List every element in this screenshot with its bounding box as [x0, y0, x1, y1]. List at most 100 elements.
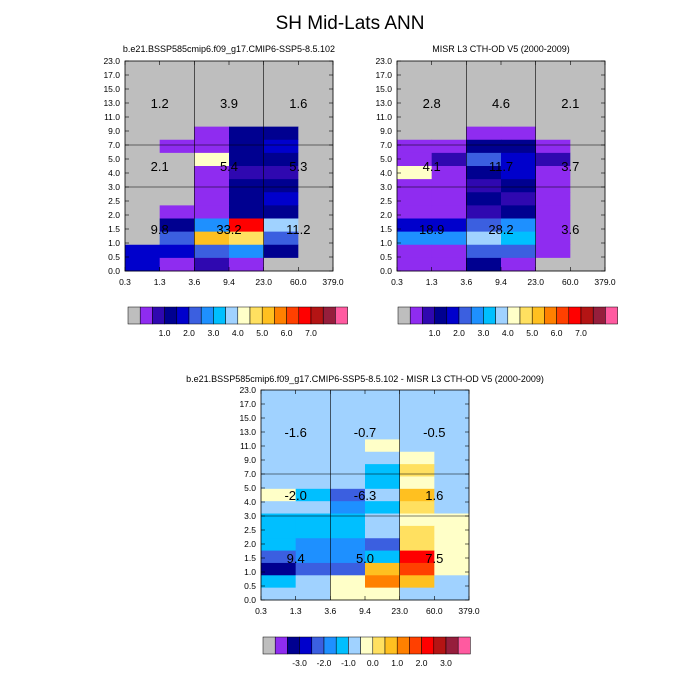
heatmap-cell	[535, 126, 571, 141]
heatmap-cell	[434, 427, 470, 440]
heatmap-cell	[263, 74, 299, 88]
heatmap-cell	[434, 439, 470, 453]
heatmap-cell	[570, 179, 606, 193]
colorbar-label: 1.0	[391, 658, 403, 668]
colorbar-box	[519, 306, 533, 325]
heatmap-cell	[535, 61, 571, 75]
heatmap-cell	[570, 113, 606, 128]
region-value-label: 4.1	[423, 159, 441, 174]
heatmap-cell	[365, 525, 401, 539]
heatmap-cell	[125, 74, 161, 88]
heatmap-cell	[125, 126, 161, 141]
y-tick-label: 15.0	[103, 84, 120, 94]
colorbar-box	[421, 636, 435, 655]
heatmap-cell	[397, 179, 433, 193]
y-tick-label: 1.0	[108, 238, 120, 248]
region-value-label: -1.6	[284, 425, 306, 440]
heatmap-cell	[261, 427, 297, 440]
y-tick-label: 11.0	[104, 112, 120, 122]
heatmap-cell	[365, 538, 401, 551]
heatmap-cell	[535, 152, 571, 167]
heatmap-cell	[295, 451, 331, 465]
heatmap-cell	[330, 513, 366, 527]
x-tick-label: 9.4	[495, 277, 507, 287]
heatmap-cell	[261, 575, 297, 589]
heatmap-cell	[159, 205, 195, 219]
heatmap-cell	[263, 166, 299, 180]
heatmap-cell	[229, 152, 265, 167]
colorbar-box	[384, 636, 398, 655]
heatmap-cell	[298, 61, 334, 75]
colorbar-label: 5.0	[256, 328, 268, 338]
x-tick-label: 3.6	[188, 277, 200, 287]
y-tick-label: 4.0	[108, 168, 120, 178]
heatmap-cell	[431, 139, 467, 154]
heatmap-cell	[263, 126, 299, 141]
heatmap-cell	[229, 192, 265, 206]
heatmap-cell	[194, 74, 230, 88]
heatmap-cell	[330, 390, 366, 403]
heatmap-cell	[466, 113, 502, 128]
colorbar-box	[433, 636, 447, 655]
heatmap-cell	[399, 501, 435, 514]
heatmap-cell	[125, 166, 161, 180]
heatmap-cell	[399, 513, 435, 527]
heatmap-cell	[365, 587, 401, 601]
y-tick-label: 2.5	[244, 525, 256, 535]
heatmap-cell	[295, 427, 331, 440]
y-tick-label: 1.5	[380, 224, 392, 234]
y-tick-label: 7.0	[108, 140, 120, 150]
heatmap-cell	[466, 87, 502, 101]
heatmap-cell	[434, 402, 470, 416]
panel-obs: MISR L3 CTH-OD V5 (2000-2009) 0.3 1.3 3.6 9…	[375, 44, 615, 287]
heatmap-cell	[501, 192, 537, 206]
heatmap-cell	[261, 587, 297, 601]
heatmap-cell	[431, 205, 467, 219]
y-tick-label: 9.0	[380, 126, 392, 136]
x-tick-label: 379.0	[322, 277, 344, 287]
y-tick-label: 13.0	[239, 427, 256, 437]
heatmap-cell	[159, 100, 195, 114]
y-tick-label: 2.0	[380, 210, 392, 220]
colorbar-box	[396, 636, 410, 655]
heatmap-cell	[194, 179, 230, 193]
panel-obs-title: MISR L3 CTH-OD V5 (2000-2009)	[432, 44, 570, 54]
heatmap-cell	[263, 152, 299, 167]
y-tick-label: 2.5	[380, 196, 392, 206]
heatmap-cell	[431, 244, 467, 259]
colorbar-box	[323, 636, 337, 655]
heatmap-cell	[263, 113, 299, 128]
y-tick-label: 23.0	[103, 56, 120, 66]
heatmap-cell	[261, 402, 297, 416]
heatmap-cell	[397, 139, 433, 154]
heatmap-cell	[295, 414, 331, 428]
heatmap-cell	[570, 205, 606, 219]
heatmap-cell	[194, 192, 230, 206]
heatmap-cell	[229, 100, 265, 114]
heatmap-cell	[501, 126, 537, 141]
heatmap-cell	[431, 87, 467, 101]
heatmap-cell	[434, 525, 470, 539]
heatmap-cell	[298, 218, 334, 233]
x-tick-label: 0.3	[255, 606, 267, 616]
colorbar-box	[470, 306, 484, 325]
colorbar-box	[200, 306, 214, 325]
heatmap-cell	[399, 427, 435, 440]
heatmap-cell	[431, 100, 467, 114]
heatmap-cell	[194, 139, 230, 154]
heatmap-cell	[298, 231, 334, 246]
colorbar-box	[605, 306, 618, 325]
colorbar-model: 1.0 2.0 3.0 4.0 5.0 6.0 7.0	[127, 306, 348, 338]
heatmap-cell	[466, 100, 502, 114]
heatmap-cell	[330, 464, 366, 477]
colorbar-label: 6.0	[551, 328, 563, 338]
heatmap-cell	[399, 402, 435, 416]
heatmap-cell	[194, 87, 230, 101]
heatmap-cell	[295, 587, 331, 601]
heatmap-cell	[570, 166, 606, 180]
x-tick-label: 0.3	[391, 277, 403, 287]
heatmap-cell	[159, 139, 195, 154]
heatmap-cell	[295, 390, 331, 403]
heatmap-cell	[434, 501, 470, 514]
heatmap-cell	[431, 257, 467, 272]
